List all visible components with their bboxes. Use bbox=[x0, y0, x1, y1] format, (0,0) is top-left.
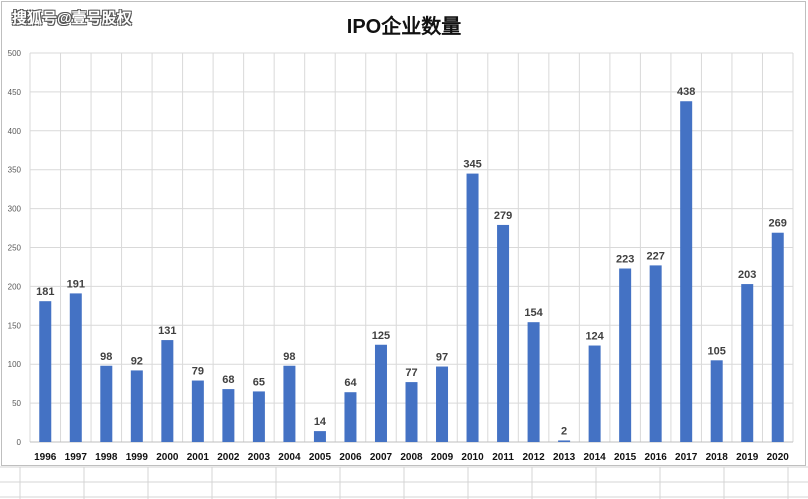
x-tick-label: 2014 bbox=[583, 452, 606, 463]
x-tick-label: 2010 bbox=[461, 452, 484, 463]
x-tick-label: 2006 bbox=[339, 452, 362, 463]
x-tick-label: 2003 bbox=[248, 452, 271, 463]
data-label: 14 bbox=[314, 416, 327, 428]
x-tick-label: 2005 bbox=[309, 452, 332, 463]
bar[interactable] bbox=[497, 224, 510, 442]
bar[interactable] bbox=[374, 344, 387, 442]
y-tick-label: 250 bbox=[8, 244, 22, 253]
x-tick-label: 2018 bbox=[706, 452, 729, 463]
y-tick-label: 450 bbox=[8, 88, 22, 97]
y-tick-label: 300 bbox=[8, 205, 22, 214]
data-label: 97 bbox=[436, 352, 448, 364]
x-tick-label: 2000 bbox=[156, 452, 179, 463]
x-tick-label: 1998 bbox=[95, 452, 118, 463]
data-label: 105 bbox=[708, 345, 726, 357]
data-label: 124 bbox=[585, 331, 604, 343]
data-label: 79 bbox=[192, 366, 204, 378]
bar[interactable] bbox=[344, 392, 357, 442]
data-label: 154 bbox=[524, 307, 543, 319]
x-tick-label: 2011 bbox=[492, 452, 514, 463]
data-label: 2 bbox=[561, 425, 567, 437]
bar[interactable] bbox=[466, 173, 479, 442]
x-tick-label: 2017 bbox=[675, 452, 698, 463]
bar[interactable] bbox=[619, 268, 632, 442]
watermark-text: 搜狐号@壹号股权 bbox=[12, 10, 132, 27]
data-label: 65 bbox=[253, 376, 265, 388]
data-label: 438 bbox=[677, 86, 695, 98]
bar[interactable] bbox=[558, 440, 571, 442]
bar[interactable] bbox=[313, 431, 326, 442]
x-tick-label: 1999 bbox=[126, 452, 149, 463]
bar[interactable] bbox=[100, 365, 113, 442]
bar[interactable] bbox=[649, 265, 662, 442]
data-label: 98 bbox=[283, 351, 295, 363]
data-label: 181 bbox=[36, 286, 54, 298]
data-label: 125 bbox=[372, 330, 390, 342]
x-tick-label: 2012 bbox=[522, 452, 545, 463]
bar[interactable] bbox=[130, 370, 143, 442]
data-label: 203 bbox=[738, 269, 756, 281]
x-tick-label: 2001 bbox=[187, 452, 210, 463]
y-tick-label: 500 bbox=[8, 49, 22, 58]
y-tick-label: 150 bbox=[8, 321, 22, 330]
data-label: 279 bbox=[494, 210, 512, 222]
x-tick-label: 1997 bbox=[65, 452, 88, 463]
x-tick-label: 2008 bbox=[400, 452, 423, 463]
data-label: 64 bbox=[344, 377, 357, 389]
x-tick-label: 2009 bbox=[431, 452, 454, 463]
bar[interactable] bbox=[191, 380, 204, 442]
bar[interactable] bbox=[161, 340, 174, 442]
data-label: 131 bbox=[158, 325, 176, 337]
bar[interactable] bbox=[252, 391, 265, 442]
bar[interactable] bbox=[69, 293, 82, 442]
y-tick-label: 50 bbox=[12, 399, 21, 408]
y-tick-label: 350 bbox=[8, 166, 22, 175]
bar[interactable] bbox=[527, 322, 540, 442]
bar[interactable] bbox=[283, 365, 296, 442]
data-label: 223 bbox=[616, 254, 634, 266]
data-label: 92 bbox=[131, 355, 143, 367]
bar[interactable] bbox=[680, 101, 693, 443]
bar[interactable] bbox=[588, 345, 601, 442]
x-tick-label: 2007 bbox=[370, 452, 393, 463]
x-tick-label: 2020 bbox=[767, 452, 790, 463]
bar[interactable] bbox=[405, 382, 418, 442]
bar[interactable] bbox=[222, 389, 235, 442]
bar[interactable] bbox=[771, 232, 784, 442]
x-tick-label: 1996 bbox=[34, 452, 57, 463]
data-label: 68 bbox=[222, 374, 234, 386]
chart-title: IPO企业数量 bbox=[346, 16, 462, 38]
x-tick-label: 2013 bbox=[553, 452, 576, 463]
data-label: 269 bbox=[769, 218, 787, 230]
x-tick-label: 2004 bbox=[278, 452, 301, 463]
x-tick-label: 2015 bbox=[614, 452, 637, 463]
bar[interactable] bbox=[436, 366, 449, 442]
data-label: 227 bbox=[646, 250, 664, 262]
data-label: 77 bbox=[405, 367, 417, 379]
y-tick-label: 100 bbox=[8, 360, 22, 369]
y-tick-label: 0 bbox=[17, 438, 22, 447]
x-tick-label: 2016 bbox=[645, 452, 668, 463]
x-tick-label: 2019 bbox=[736, 452, 759, 463]
data-label: 98 bbox=[100, 351, 112, 363]
x-tick-label: 2002 bbox=[217, 452, 240, 463]
y-tick-label: 400 bbox=[8, 127, 22, 136]
data-label: 191 bbox=[67, 278, 85, 290]
bar[interactable] bbox=[39, 301, 52, 442]
data-label: 345 bbox=[463, 159, 481, 171]
bar[interactable] bbox=[710, 360, 723, 442]
y-tick-label: 200 bbox=[8, 282, 22, 291]
bar[interactable] bbox=[741, 284, 754, 442]
